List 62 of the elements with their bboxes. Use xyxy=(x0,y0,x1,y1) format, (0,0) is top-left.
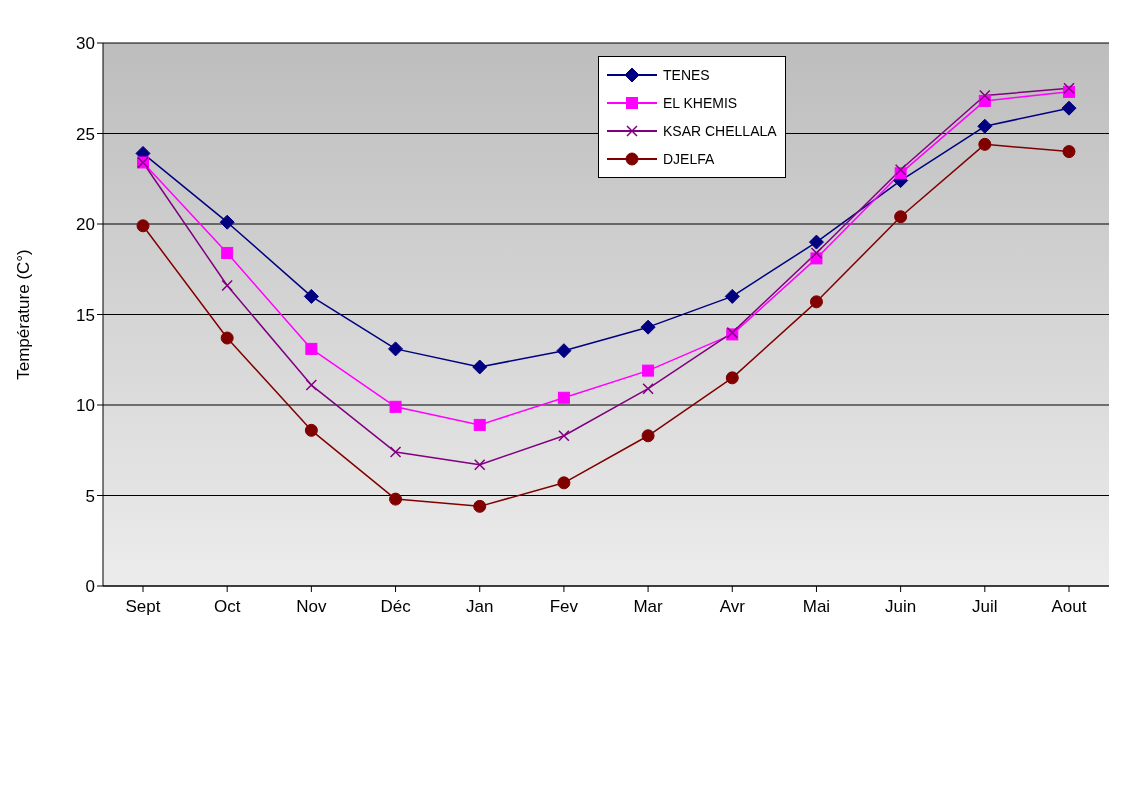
point xyxy=(472,359,488,375)
point xyxy=(389,446,402,458)
point xyxy=(725,371,739,385)
y-tick-label: 5 xyxy=(85,486,95,506)
point xyxy=(556,343,572,359)
x-tick-label: Sept xyxy=(125,597,161,617)
y-tick-label: 15 xyxy=(76,305,95,325)
x-tick-label: Oct xyxy=(213,597,241,617)
y-axis-title: Température (C°) xyxy=(14,249,34,380)
point xyxy=(220,331,234,345)
point xyxy=(221,279,233,292)
point xyxy=(724,288,740,304)
x-tick-label: Avr xyxy=(719,597,746,617)
point xyxy=(303,288,319,304)
point xyxy=(809,295,823,309)
point xyxy=(136,219,150,233)
point xyxy=(979,89,991,102)
point xyxy=(810,247,823,259)
point xyxy=(894,163,907,176)
point xyxy=(389,400,402,413)
point xyxy=(640,319,656,335)
legend-label: KSAR CHELLALA xyxy=(663,123,777,139)
y-tick-label: 30 xyxy=(76,34,95,54)
point xyxy=(304,423,318,437)
y-tick-label: 10 xyxy=(76,396,95,416)
point xyxy=(389,492,403,506)
point xyxy=(221,246,234,259)
point xyxy=(473,458,486,471)
legend-label: TENES xyxy=(663,67,710,83)
point xyxy=(557,476,571,490)
point xyxy=(894,210,908,224)
point xyxy=(1062,145,1076,159)
point xyxy=(473,499,487,513)
x-tick-label: Mar xyxy=(633,597,664,617)
y-tick-label: 20 xyxy=(76,215,95,235)
y-tick-label: 0 xyxy=(85,577,95,597)
x-tick-label: Nov xyxy=(296,597,327,617)
legend-label: DJELFA xyxy=(663,151,715,167)
point xyxy=(978,137,992,151)
point xyxy=(473,418,486,431)
point xyxy=(642,364,655,377)
x-tick-label: Déc xyxy=(380,597,412,617)
point xyxy=(558,430,570,442)
point xyxy=(305,379,318,391)
legend-label: EL KHEMIS xyxy=(663,95,738,111)
point xyxy=(977,118,993,134)
y-tick-label: 25 xyxy=(76,124,95,144)
x-tick-label: Juin xyxy=(885,597,917,617)
point xyxy=(808,234,824,250)
x-tick-label: Jan xyxy=(466,597,494,617)
point xyxy=(1061,100,1077,116)
point xyxy=(1063,82,1075,94)
point xyxy=(388,341,404,357)
x-tick-label: Aout xyxy=(1051,597,1087,617)
x-tick-label: Fev xyxy=(549,597,579,617)
point xyxy=(642,382,654,395)
x-tick-label: Juil xyxy=(972,597,998,617)
point xyxy=(305,342,318,355)
point xyxy=(219,214,235,230)
x-tick-label: Mai xyxy=(802,597,831,617)
point xyxy=(557,391,570,404)
point xyxy=(641,429,655,443)
